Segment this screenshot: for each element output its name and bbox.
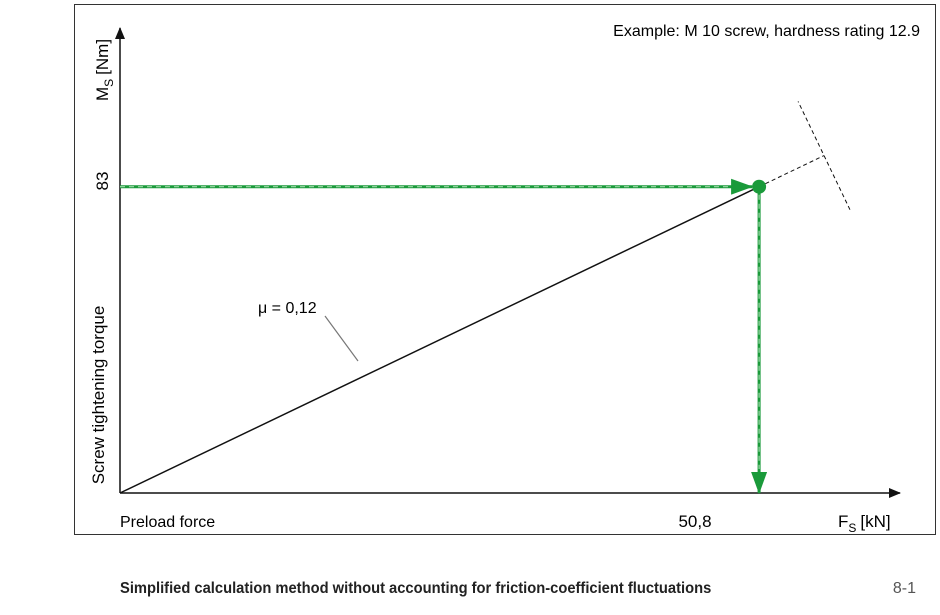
figure-frame [74,4,936,535]
series-label-leader [324,315,359,362]
line-extension [758,155,825,188]
x-axis-symbol-label: FS [kN] [838,512,891,535]
x-tick-label: 50,8 [678,512,711,531]
limit-line [797,101,851,210]
series-label: μ = 0,12 [258,300,317,317]
y-tick-label: 83 [93,172,112,191]
y-axis-label: Screw tightening torque [89,306,108,485]
x-axis-label: Preload force [120,514,215,531]
figure-caption: Simplified calculation method without ac… [120,580,712,597]
figure-number: 8-1 [892,580,916,597]
y-axis-symbol-label: MS[Nm] [93,39,116,101]
example-note: Example: M 10 screw, hardness rating 12.… [613,23,920,40]
operating-point [752,179,767,194]
series-line [119,186,760,494]
